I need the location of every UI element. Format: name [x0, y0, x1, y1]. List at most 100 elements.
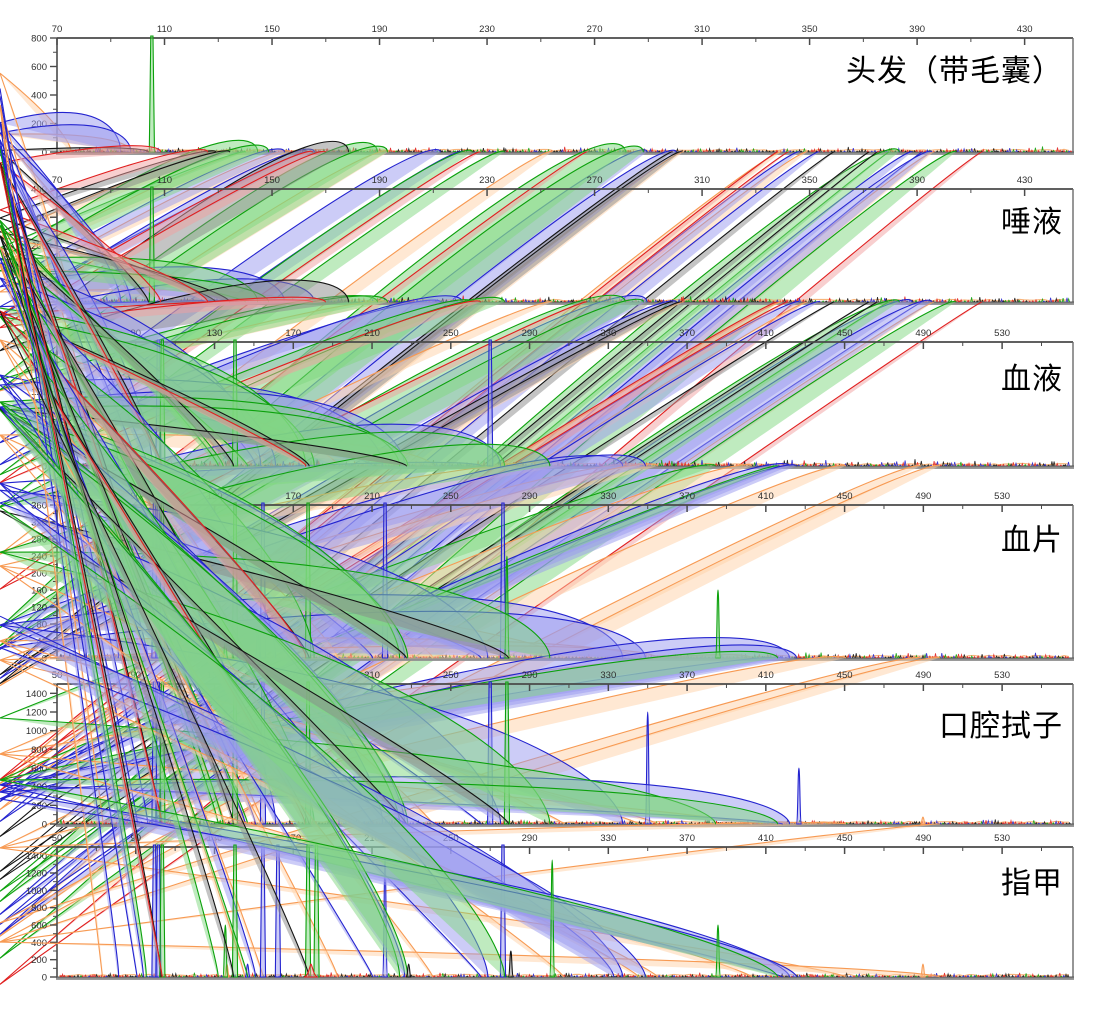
y-tick-label: 800 — [31, 903, 47, 914]
x-tick-label: 450 — [837, 833, 853, 844]
bottom-border — [56, 977, 1074, 980]
x-tick-label: 310 — [694, 175, 710, 186]
x-tick-label: 110 — [157, 175, 172, 186]
x-tick-label: 430 — [1017, 24, 1033, 35]
peak-orange — [920, 816, 926, 825]
peak-green — [313, 844, 320, 978]
peak-green — [159, 844, 166, 978]
x-tick-label: 330 — [600, 670, 616, 681]
y-tick-label: 800 — [31, 745, 47, 756]
y-tick-label: 600 — [31, 921, 47, 932]
x-tick-label: 450 — [837, 328, 853, 339]
x-tick-label: 150 — [264, 175, 280, 186]
x-tick-label: 370 — [679, 670, 695, 681]
x-tick-label: 110 — [157, 24, 172, 35]
x-tick-label: 410 — [758, 328, 774, 339]
x-tick-label: 490 — [915, 670, 931, 681]
x-tick-label: 270 — [587, 24, 603, 35]
x-tick-label: 530 — [994, 491, 1010, 502]
x-tick-label: 490 — [915, 328, 931, 339]
peak-red — [0, 162, 162, 303]
peak-black — [0, 235, 234, 978]
x-tick-label: 350 — [802, 24, 818, 35]
x-tick-label: 350 — [802, 175, 818, 186]
x-tick-label: 530 — [994, 670, 1010, 681]
panel-title-saliva: 唾液 — [1001, 206, 1063, 239]
x-tick-label: 50 — [52, 833, 63, 844]
bottom-border — [56, 152, 1074, 155]
x-tick-label: 130 — [207, 328, 223, 339]
x-tick-label: 370 — [679, 833, 695, 844]
peak-blue — [795, 767, 803, 825]
x-tick-label: 330 — [600, 491, 616, 502]
x-tick-label: 210 — [364, 670, 380, 681]
x-tick-label: 290 — [522, 328, 538, 339]
x-tick-label: 390 — [909, 175, 925, 186]
x-tick-label: 490 — [915, 491, 931, 502]
peak-green — [0, 779, 779, 978]
panel-6-plot: 5090130170210250290330370410450490530020… — [0, 104, 1074, 984]
x-tick-label: 230 — [479, 24, 495, 35]
x-tick-label: 410 — [758, 491, 774, 502]
x-tick-label: 390 — [909, 24, 925, 35]
x-tick-label: 170 — [285, 328, 301, 339]
y-tick-label: 0 — [42, 820, 47, 831]
x-tick-label: 430 — [1017, 175, 1033, 186]
bottom-border — [56, 824, 1074, 827]
x-tick-label: 410 — [758, 833, 774, 844]
peak-green — [148, 35, 156, 153]
x-tick-label: 250 — [443, 670, 459, 681]
x-tick-label: 530 — [994, 833, 1010, 844]
x-tick-label: 330 — [600, 328, 616, 339]
peak-green — [714, 589, 722, 659]
orange-baseline-trace — [58, 820, 1070, 824]
x-tick-label: 250 — [443, 328, 459, 339]
y-tick-label: 1000 — [26, 886, 47, 897]
y-tick-label: 0 — [42, 973, 47, 984]
y-tick-label: 600 — [31, 62, 47, 73]
y-tick-label: 360 — [31, 501, 47, 512]
y-tick-label: 400 — [31, 91, 47, 102]
y-tick-label: 0 — [42, 148, 47, 159]
x-tick-label: 190 — [372, 24, 388, 35]
x-tick-label: 210 — [364, 328, 380, 339]
x-tick-label: 290 — [522, 833, 538, 844]
x-tick-label: 210 — [364, 491, 380, 502]
x-tick-label: 450 — [837, 670, 853, 681]
x-tick-label: 270 — [587, 175, 603, 186]
y-tick-label: 800 — [31, 34, 47, 45]
y-tick-label: 1200 — [26, 708, 47, 719]
y-tick-label: 200 — [31, 955, 47, 966]
x-tick-label: 170 — [285, 491, 301, 502]
panel-title-blood: 血液 — [1001, 363, 1063, 396]
panel-title-hair: 头发（带毛囊） — [846, 55, 1063, 88]
y-tick-label: 1200 — [26, 869, 47, 880]
peak-black — [0, 235, 234, 467]
x-tick-label: 190 — [372, 175, 388, 186]
x-tick-label: 450 — [837, 491, 853, 502]
x-tick-label: 370 — [679, 491, 695, 502]
peak-red — [0, 164, 163, 978]
peak-red — [303, 963, 319, 978]
panel-title-fingernail: 指甲 — [1001, 867, 1063, 900]
x-tick-label: 370 — [679, 328, 695, 339]
x-tick-label: 490 — [915, 833, 931, 844]
y-tick-label: 600 — [31, 764, 47, 775]
x-tick-label: 70 — [52, 24, 63, 35]
y-tick-label: 1400 — [26, 851, 47, 862]
peak-black — [507, 950, 514, 978]
x-tick-label: 530 — [994, 328, 1010, 339]
panel-title-bloodfilm: 血片 — [1001, 524, 1063, 557]
y-tick-label: 1400 — [26, 689, 47, 700]
y-tick-label: 160 — [31, 586, 47, 597]
y-tick-label: 200 — [31, 569, 47, 580]
x-tick-label: 70 — [52, 175, 63, 186]
x-tick-label: 290 — [522, 491, 538, 502]
peak-green — [304, 844, 312, 978]
x-tick-label: 250 — [443, 491, 459, 502]
x-tick-label: 230 — [479, 175, 495, 186]
x-tick-label: 310 — [694, 24, 710, 35]
peak-green — [231, 844, 239, 978]
